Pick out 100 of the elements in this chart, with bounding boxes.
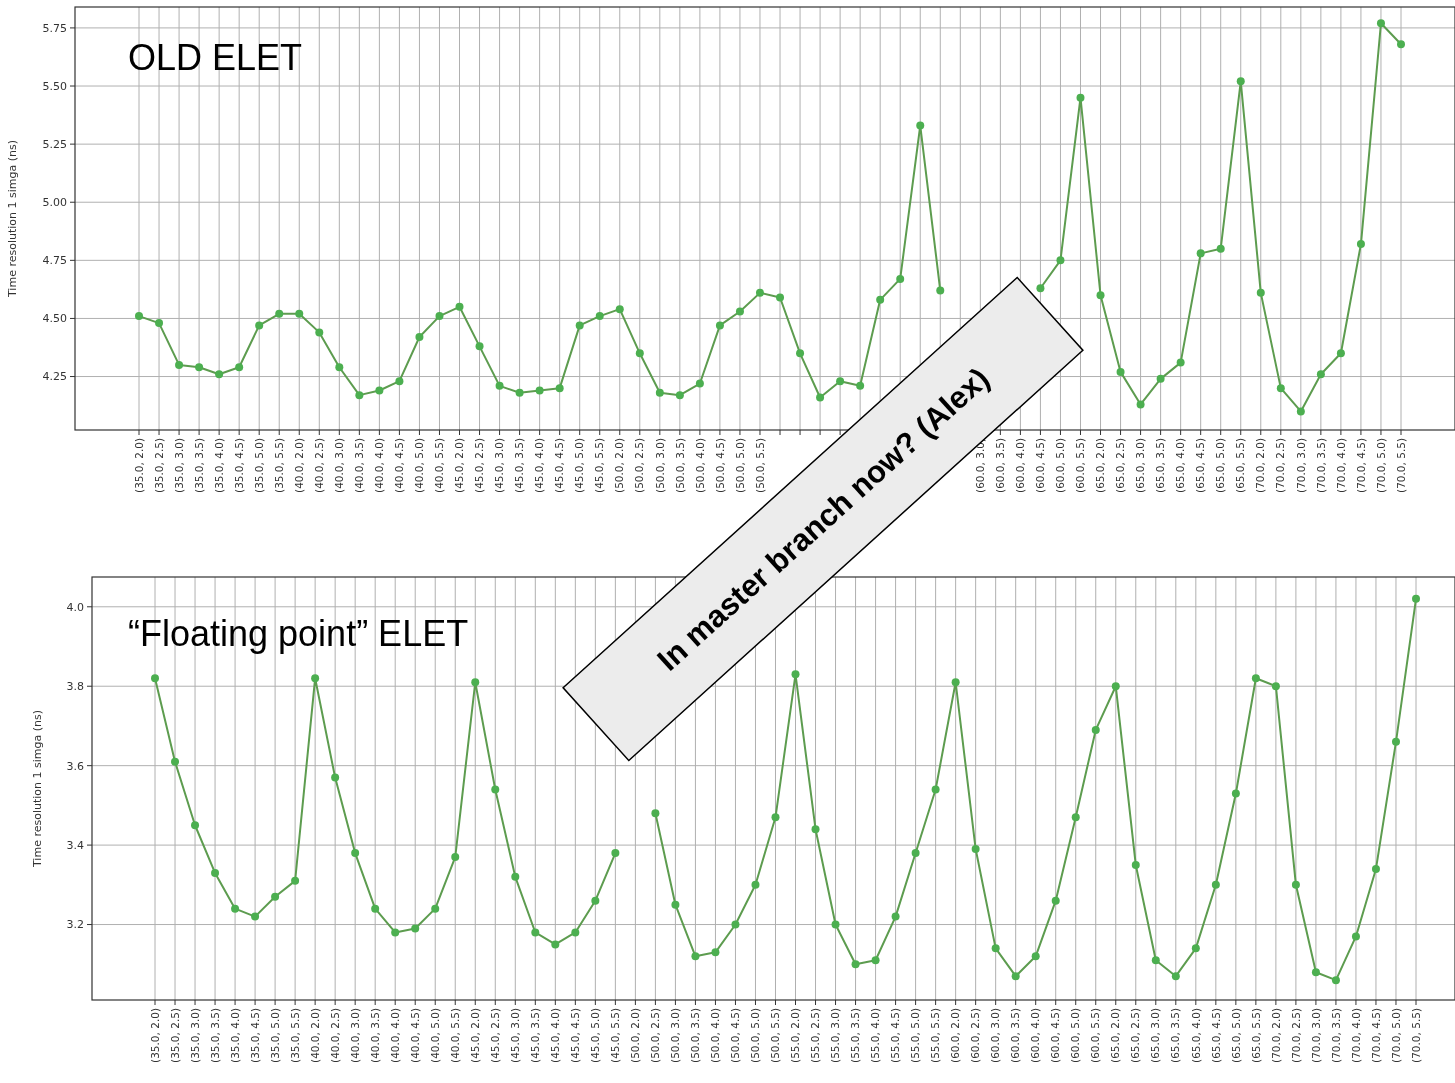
x-tick-label: (50.0, 2.0) xyxy=(613,438,626,493)
x-tick-label: (70.0, 2.0) xyxy=(1254,438,1267,493)
x-tick-label: (45.0, 4.5) xyxy=(569,1008,582,1063)
point xyxy=(515,388,524,397)
point xyxy=(655,388,664,397)
x-tick-label: (40.0, 5.0) xyxy=(413,438,426,493)
x-tick-label: (60.0, 3.0) xyxy=(989,1008,1002,1063)
x-tick-label: (40.0, 3.5) xyxy=(368,1008,381,1063)
point xyxy=(595,312,604,321)
point xyxy=(796,349,805,358)
point xyxy=(495,381,504,390)
point xyxy=(375,386,384,395)
x-tick-label: (65.0, 2.5) xyxy=(1114,438,1127,493)
point xyxy=(1376,19,1385,28)
x-tick-label: (55.0, 2.5) xyxy=(809,1008,822,1063)
y-tick-label: 3.2 xyxy=(66,918,84,932)
point xyxy=(916,121,925,130)
x-tick-label: (40.0, 5.5) xyxy=(433,438,446,493)
x-tick-label: (60.0, 4.0) xyxy=(1014,438,1027,493)
point xyxy=(275,309,284,318)
point xyxy=(836,377,845,386)
x-tick-label: (65.0, 5.5) xyxy=(1234,438,1247,493)
point xyxy=(1276,384,1285,393)
x-tick-label: (40.0, 4.0) xyxy=(388,1008,401,1063)
x-tick-label: (35.0, 3.5) xyxy=(208,1008,221,1063)
point xyxy=(1096,291,1105,300)
point xyxy=(1116,367,1125,376)
point xyxy=(715,321,724,330)
x-tick-label: (70.0, 4.0) xyxy=(1334,438,1347,493)
x-tick-label: (45.0, 4.0) xyxy=(533,438,546,493)
point xyxy=(635,349,644,358)
x-tick-label: (50.0, 2.5) xyxy=(649,1008,662,1063)
point xyxy=(195,363,204,372)
x-tick-label: (55.0, 2.0) xyxy=(789,1008,802,1063)
x-tick-label: (65.0, 5.0) xyxy=(1229,1008,1242,1063)
x-tick-label: (50.0, 5.0) xyxy=(733,438,746,493)
x-tick-label: (50.0, 4.5) xyxy=(713,438,726,493)
x-tick-label: (65.0, 2.0) xyxy=(1094,438,1107,493)
x-tick-label: (40.0, 3.5) xyxy=(353,438,366,493)
y-tick-label: 4.0 xyxy=(66,600,84,614)
x-tick-label: (35.0, 2.0) xyxy=(132,438,145,493)
point xyxy=(1216,244,1225,253)
point xyxy=(1136,400,1145,409)
x-tick-label: (45.0, 3.5) xyxy=(513,438,526,493)
x-tick-label: (40.0, 5.5) xyxy=(448,1008,461,1063)
point xyxy=(1036,284,1045,293)
x-tick-label: (65.0, 4.5) xyxy=(1209,1008,1222,1063)
point xyxy=(355,391,364,400)
point xyxy=(295,309,304,318)
x-tick-label: (65.0, 3.0) xyxy=(1134,438,1147,493)
x-tick-label: (50.0, 2.5) xyxy=(633,438,646,493)
x-tick-label: (65.0, 4.5) xyxy=(1194,438,1207,493)
x-tick-label: (40.0, 4.5) xyxy=(393,438,406,493)
point xyxy=(575,321,584,330)
x-tick-label: (60.0, 4.0) xyxy=(1029,1008,1042,1063)
x-tick-label: (70.0, 5.5) xyxy=(1409,1008,1422,1063)
x-tick-label: (60.0, 3.5) xyxy=(994,438,1007,493)
x-tick-label: (40.0, 2.5) xyxy=(328,1008,341,1063)
x-tick-label: (60.0, 5.0) xyxy=(1054,438,1067,493)
x-tick-label: (70.0, 2.0) xyxy=(1269,1008,1282,1063)
x-tick-label: (70.0, 5.0) xyxy=(1374,438,1387,493)
x-tick-label: (50.0, 5.5) xyxy=(753,438,766,493)
point xyxy=(735,307,744,316)
x-tick-label: (70.0, 2.5) xyxy=(1289,1008,1302,1063)
x-tick-label: (50.0, 5.5) xyxy=(769,1008,782,1063)
point xyxy=(315,328,324,337)
x-tick-label: (35.0, 5.5) xyxy=(288,1008,301,1063)
point xyxy=(335,363,344,372)
x-tick-label: (55.0, 4.5) xyxy=(889,1008,902,1063)
point xyxy=(675,391,684,400)
point xyxy=(1296,407,1305,416)
y-axis-title: Time resolution 1 simga (ns) xyxy=(31,709,44,869)
y-tick-label: 5.50 xyxy=(42,79,67,93)
y-tick-label: 3.6 xyxy=(66,759,84,773)
point xyxy=(936,286,945,295)
x-tick-label: (65.0, 4.0) xyxy=(1174,438,1187,493)
point xyxy=(215,370,224,379)
y-tick-label: 3.4 xyxy=(66,838,84,852)
x-tick-label: (50.0, 5.0) xyxy=(749,1008,762,1063)
x-tick-label: (50.0, 3.0) xyxy=(669,1008,682,1063)
x-tick-label: (70.0, 3.5) xyxy=(1329,1008,1342,1063)
x-tick-label: (35.0, 4.5) xyxy=(232,438,245,493)
point xyxy=(1076,93,1085,102)
x-tick-label: (70.0, 5.5) xyxy=(1394,438,1407,493)
point xyxy=(155,319,164,328)
x-tick-label: (45.0, 3.0) xyxy=(493,438,506,493)
y-tick-label: 3.8 xyxy=(66,680,84,694)
x-tick-label: (35.0, 5.0) xyxy=(268,1008,281,1063)
x-tick-label: (60.0, 2.5) xyxy=(969,1008,982,1063)
y-tick-label: 5.00 xyxy=(42,196,67,210)
point xyxy=(235,363,244,372)
x-tick-label: (65.0, 5.0) xyxy=(1214,438,1227,493)
x-tick-label: (40.0, 4.5) xyxy=(408,1008,421,1063)
x-tick-label: (70.0, 5.0) xyxy=(1389,1008,1402,1063)
x-tick-label: (35.0, 2.0) xyxy=(148,1008,161,1063)
point xyxy=(755,288,764,297)
x-tick-label: (60.0, 3.5) xyxy=(1009,1008,1022,1063)
point xyxy=(455,302,464,311)
point xyxy=(395,377,404,386)
x-tick-label: (55.0, 3.5) xyxy=(849,1008,862,1063)
